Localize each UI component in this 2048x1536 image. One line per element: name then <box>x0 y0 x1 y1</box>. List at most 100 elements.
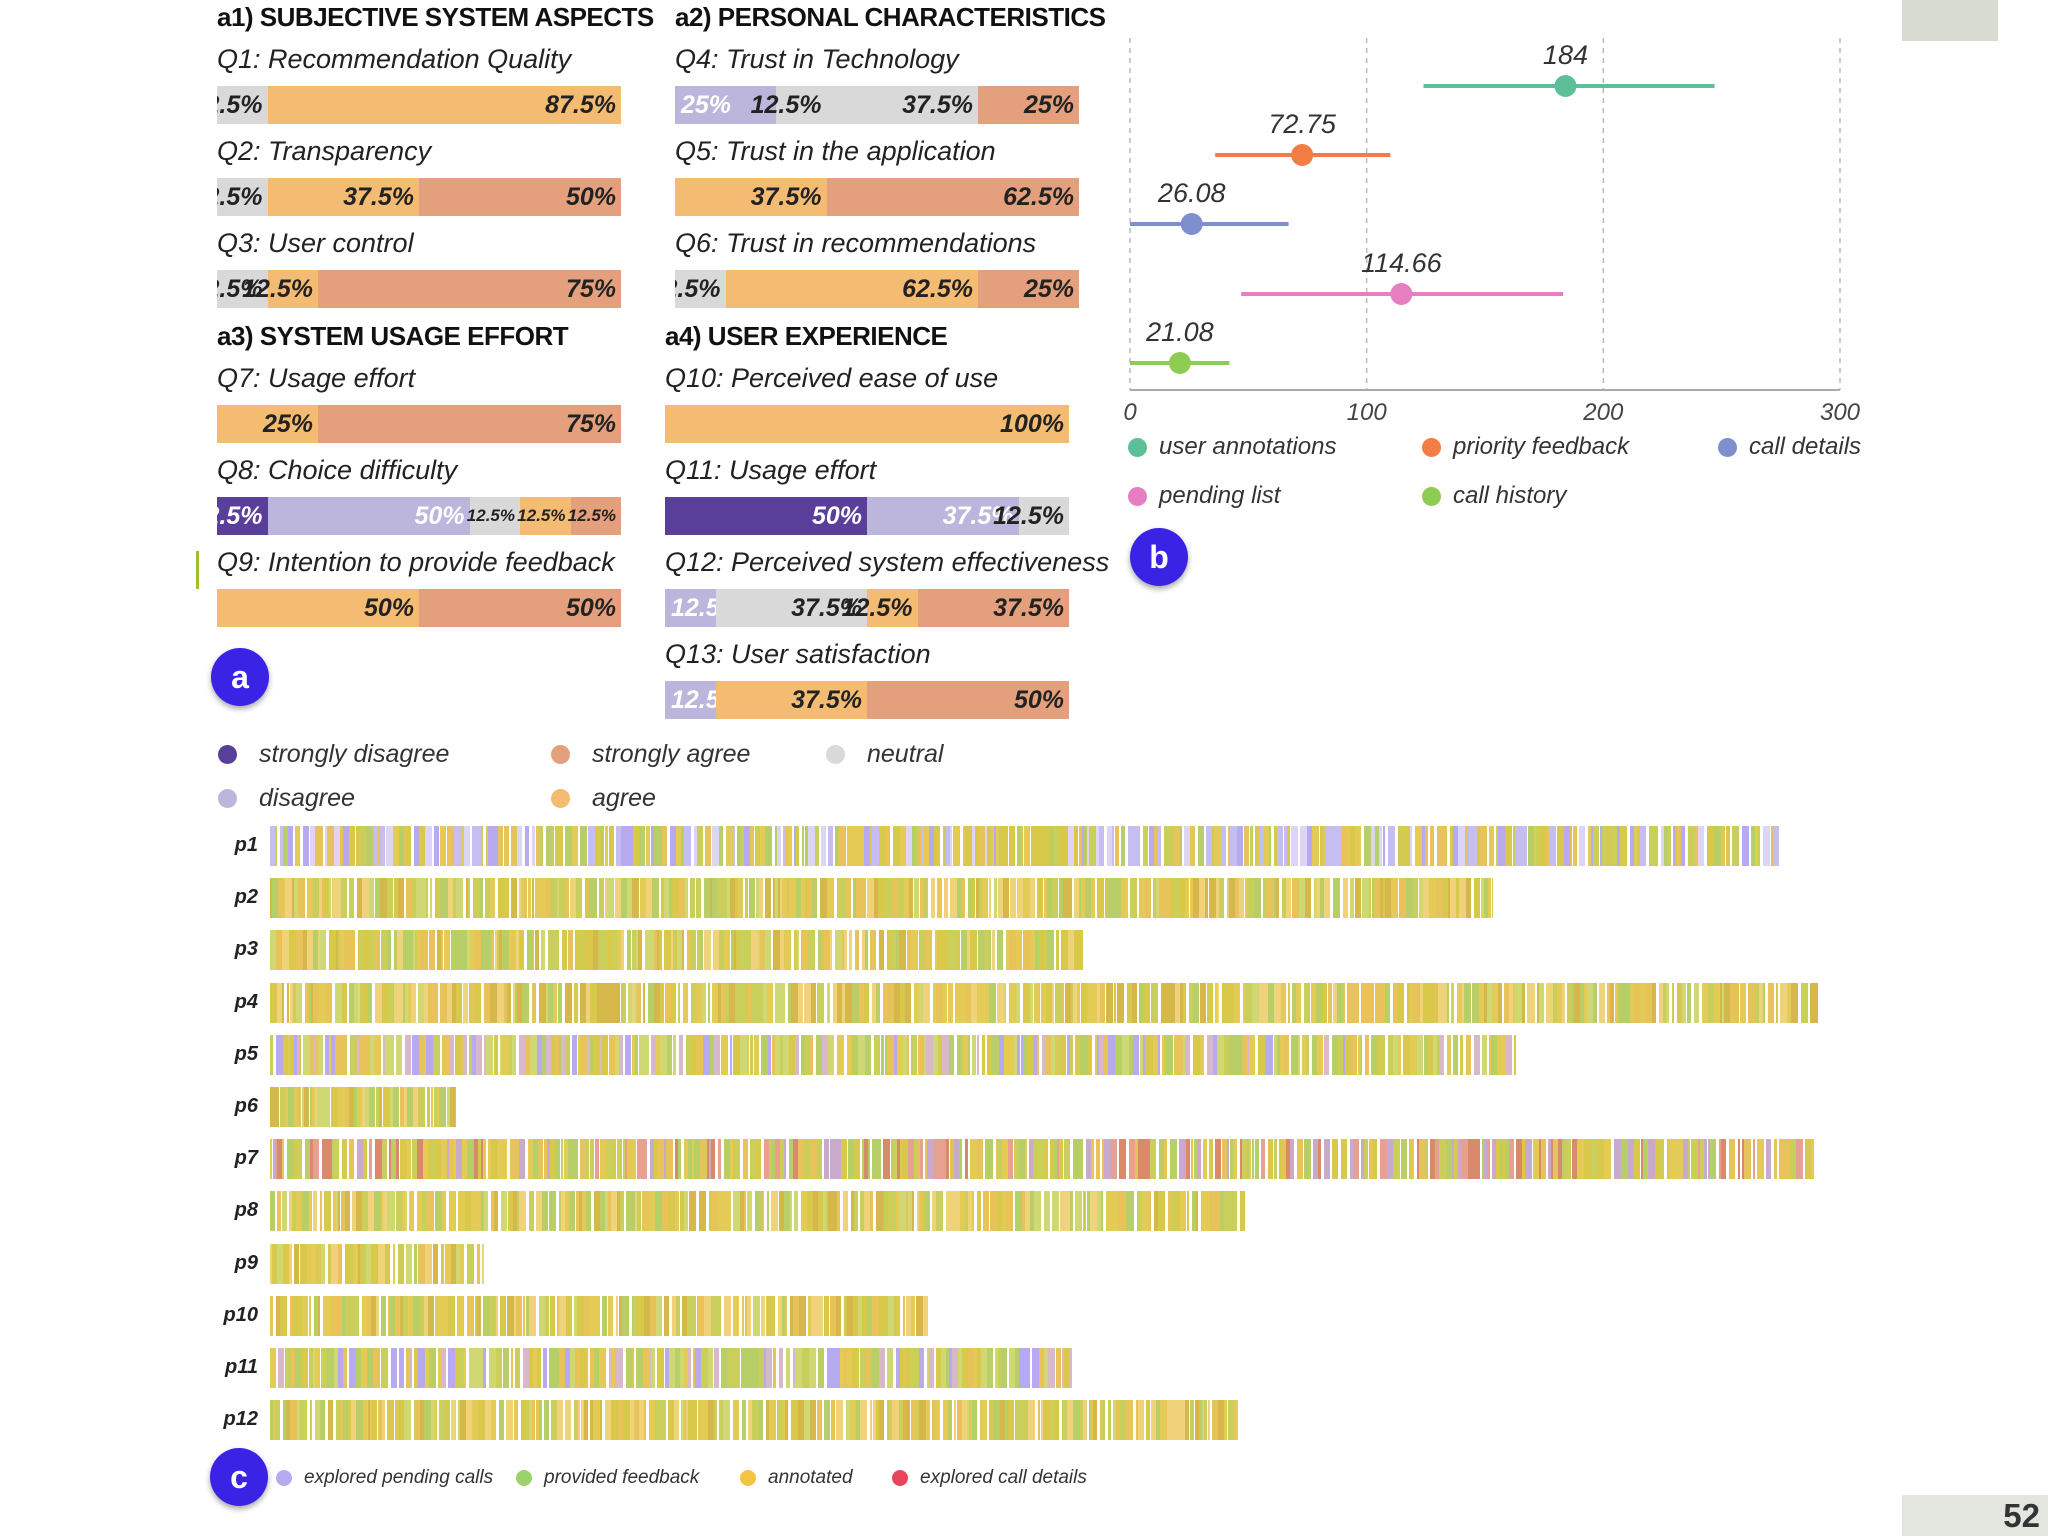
likert-segment-neutral: 37.5% <box>826 86 978 124</box>
panel-c-badge: c <box>210 1448 268 1506</box>
timeline-legend-item: annotated <box>740 1467 853 1489</box>
legend-item-disagree: disagree <box>218 784 355 813</box>
legend-dot <box>218 745 237 764</box>
panel-a-badge: a <box>211 648 269 706</box>
legend-label: priority feedback <box>1453 433 1630 460</box>
likert-bar: 12.5% 37.5% 12.5% 37.5% <box>665 589 1069 627</box>
point-marker <box>1168 352 1191 374</box>
likert-segment-agree: 87.5% <box>267 86 621 124</box>
likert-segment-neutral: 12.5% <box>993 497 1069 535</box>
likert-bar: 50% 50% <box>217 589 621 627</box>
x-tick-label: 0 <box>1123 399 1137 426</box>
page-number-box: 52 <box>1902 1495 2048 1536</box>
question-title: Q7: Usage effort <box>217 363 416 393</box>
likert-segment-strongly-agree: 50% <box>867 681 1069 719</box>
legend-label: call details <box>1749 433 1862 460</box>
likert-bar: 12.5%37.5%50% <box>665 681 1069 719</box>
participant-label: p1 <box>234 834 258 856</box>
section-a3: a3) SYSTEM USAGE EFFORT Q7: Usage effort 2… <box>217 321 621 627</box>
likert-segment-agree: 12.5% <box>517 497 571 535</box>
question-title: Q6: Trust in recommendations <box>675 228 1037 258</box>
point-marker <box>1180 213 1203 235</box>
participant-label: p9 <box>234 1251 258 1274</box>
participant-label: p2 <box>234 886 258 909</box>
question-title: Q12: Perceived system effectiveness <box>665 547 1110 577</box>
legend-dot <box>892 1470 908 1486</box>
likert-segment-agree: 37.5% <box>267 178 419 216</box>
likert-segment-strongly-agree: 75% <box>318 270 621 308</box>
point-marker <box>1291 144 1314 166</box>
legend-label: provided feedback <box>544 1467 700 1488</box>
likert-bar: 100% <box>665 405 1069 443</box>
section-heading-a2: a2) PERSONAL CHARACTERISTICS <box>675 2 1106 32</box>
legend-label: explored call details <box>920 1467 1087 1488</box>
likert-segment-agree: 62.5% <box>725 270 978 308</box>
value-label: 72.75 <box>1268 109 1337 139</box>
likert-segment-strongly-agree: 37.5% <box>917 589 1069 627</box>
page-number: 52 <box>2003 1497 2040 1534</box>
point-marker <box>1554 75 1577 97</box>
value-label: 114.66 <box>1361 248 1443 278</box>
likert-segment-agree: 37.5% <box>675 178 827 216</box>
range-legend-item: call details <box>1718 433 1861 461</box>
legend-dot <box>1128 437 1147 457</box>
legend-dot <box>516 1470 532 1486</box>
participant-label: p8 <box>234 1199 258 1222</box>
timeline-legend-item: explored call details <box>892 1467 1087 1489</box>
question-title: Q11: Usage effort <box>665 455 877 485</box>
likert-segment-agree: 12.5% <box>242 270 318 308</box>
participant-label: p12 <box>223 1408 258 1431</box>
question-title: Q3: User control <box>217 228 414 258</box>
participant-track <box>270 1139 1815 1180</box>
likert-segment-neutral: 37.5% <box>715 589 867 627</box>
section-heading-a1: a1) SUBJECTIVE SYSTEM ASPECTS <box>217 2 654 32</box>
participant-label: p10 <box>223 1303 258 1326</box>
x-tick-label: 200 <box>1582 399 1624 426</box>
section-a2: a2) PERSONAL CHARACTERISTICS Q4: Trust in… <box>675 2 1106 308</box>
likert-segment-agree: 100% <box>665 405 1069 443</box>
value-label: 26.08 <box>1157 178 1226 208</box>
timeline-legend-item: explored pending calls <box>276 1467 493 1489</box>
legend-label: strongly agree <box>592 740 751 768</box>
legend-label: explored pending calls <box>304 1467 494 1488</box>
participant-track <box>270 826 1779 866</box>
legend-label: pending list <box>1159 482 1281 509</box>
likert-segment-agree: 12.5% <box>842 589 918 627</box>
legend-dot <box>826 745 845 764</box>
likert-segment-neutral: 12.5% <box>217 270 268 308</box>
likert-segment-strongly-disagree: 12.5% <box>217 497 268 535</box>
likert-segment-disagree: 12.5% <box>665 681 742 719</box>
section-heading-a3: a3) SYSTEM USAGE EFFORT <box>217 321 569 351</box>
participant-track <box>270 1243 484 1284</box>
likert-bar: 12.5%62.5%25% <box>675 270 1079 308</box>
legend-item-agree: agree <box>551 784 656 813</box>
legend-label: agree <box>592 784 656 812</box>
legend-dot <box>1422 486 1441 506</box>
range-legend-item: user annotations <box>1128 433 1336 461</box>
range-chart: 0 100 200 300 184 72.75 26.08 114.66 21.08 <box>1123 38 1861 426</box>
likert-segment-neutral: 12.5% <box>217 178 268 216</box>
likert-segment-strongly-agree: 25% <box>978 86 1079 124</box>
range-legend-item: call history <box>1422 482 1566 510</box>
range-legend-item: pending list <box>1128 482 1280 510</box>
likert-segment-strongly-disagree: 50% <box>665 497 867 535</box>
participant-label: p3 <box>234 938 258 961</box>
legend-label: disagree <box>259 784 355 812</box>
likert-segment-strongly-agree: 50% <box>419 178 621 216</box>
question-title: Q4: Trust in Technology <box>675 44 959 74</box>
participant-track <box>270 1348 1072 1388</box>
participant-track <box>270 1400 1238 1441</box>
likert-segment-neutral: 12.5% <box>467 497 520 535</box>
question-title: Q5: Trust in the application <box>675 136 996 166</box>
timeline-legend-item: provided feedback <box>516 1467 699 1489</box>
likert-bar: 50% 37.5% 12.5% <box>665 497 1069 535</box>
likert-bar: 12.5%37.5%50% <box>217 178 621 216</box>
legend-label: call history <box>1453 482 1567 509</box>
likert-segment-disagree: 25% <box>675 86 776 124</box>
likert-bar: 37.5% 62.5% <box>675 178 1079 216</box>
legend-dot <box>1718 437 1737 457</box>
legend-label: strongly disagree <box>259 740 450 768</box>
participant-track <box>270 930 1083 971</box>
point-marker <box>1390 283 1413 305</box>
legend-dot <box>218 789 237 808</box>
